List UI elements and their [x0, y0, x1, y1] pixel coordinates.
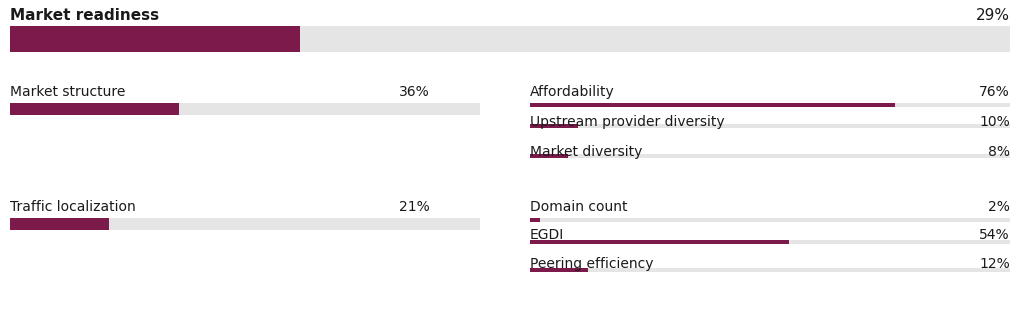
Bar: [10, 218, 109, 230]
Text: Affordability: Affordability: [530, 85, 614, 99]
Bar: [10, 26, 1010, 52]
Bar: [530, 240, 1010, 244]
Text: 21%: 21%: [399, 200, 430, 214]
Bar: [530, 240, 790, 244]
Text: 10%: 10%: [979, 115, 1010, 129]
Text: 12%: 12%: [979, 257, 1010, 271]
Bar: [530, 154, 1010, 158]
Text: 76%: 76%: [979, 85, 1010, 99]
Text: Market readiness: Market readiness: [10, 8, 159, 23]
Bar: [10, 103, 480, 115]
Text: Market structure: Market structure: [10, 85, 125, 99]
Bar: [530, 124, 1010, 128]
Text: Peering efficiency: Peering efficiency: [530, 257, 653, 271]
Text: Domain count: Domain count: [530, 200, 628, 214]
Bar: [530, 154, 568, 158]
Text: Market diversity: Market diversity: [530, 145, 642, 159]
Text: 2%: 2%: [988, 200, 1010, 214]
Text: 8%: 8%: [988, 145, 1010, 159]
Text: EGDI: EGDI: [530, 228, 564, 242]
Bar: [530, 103, 1010, 107]
Bar: [530, 218, 1010, 222]
Bar: [10, 218, 480, 230]
Text: Traffic localization: Traffic localization: [10, 200, 136, 214]
Bar: [10, 103, 179, 115]
Bar: [530, 268, 588, 272]
Text: 29%: 29%: [976, 8, 1010, 23]
Bar: [530, 103, 895, 107]
Bar: [530, 268, 1010, 272]
Bar: [530, 124, 578, 128]
Text: 36%: 36%: [399, 85, 430, 99]
Text: 54%: 54%: [979, 228, 1010, 242]
Bar: [10, 26, 300, 52]
Text: Upstream provider diversity: Upstream provider diversity: [530, 115, 725, 129]
Bar: [530, 218, 540, 222]
